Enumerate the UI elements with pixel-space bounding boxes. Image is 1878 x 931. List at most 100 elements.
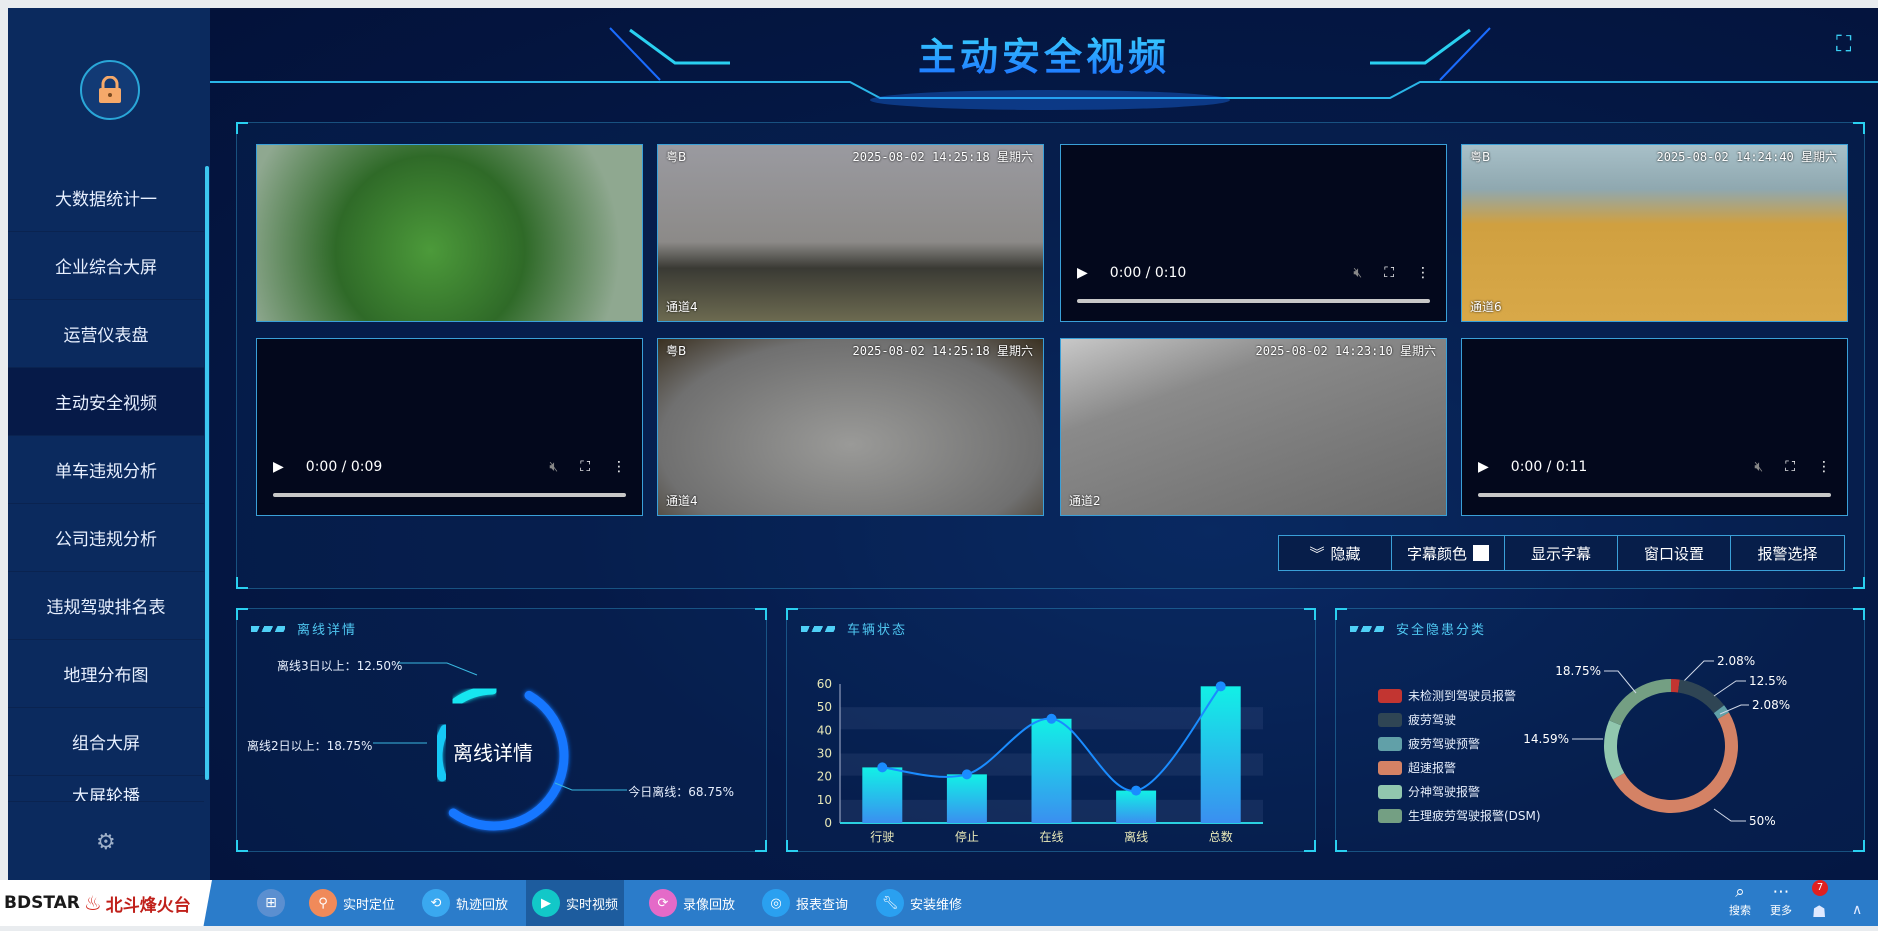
legend-item[interactable]: 生理疲劳驾驶报警(DSM) bbox=[1378, 807, 1541, 824]
more-vert-icon[interactable]: ⋮ bbox=[1416, 265, 1430, 281]
legend-item[interactable]: 分神驾驶报警 bbox=[1378, 783, 1480, 800]
fullscreen-icon[interactable]: ⛶ bbox=[1384, 265, 1394, 281]
offline-gauge bbox=[373, 662, 627, 831]
video-tile[interactable]: 2025-08-02 14:23:10 星期六 通道2 bbox=[1060, 338, 1447, 516]
slice-label: 14.59% bbox=[1523, 732, 1569, 746]
vehicle-status-chart: 0 10 20 30 40 50 60 行驶 停止 在线 离线 总数 bbox=[817, 677, 1263, 844]
leader-line bbox=[554, 782, 627, 791]
sidebar-item[interactable]: 组合大屏 bbox=[8, 708, 204, 776]
legend-item[interactable]: 超速报警 bbox=[1378, 759, 1456, 776]
video-tile[interactable]: ▶ 0:00 / 0:11 🔇︎ ⛶ ⋮ bbox=[1461, 338, 1848, 516]
video-toolbar: ︾ 隐藏 字幕颜色 显示字幕 窗口设置 报警选择 bbox=[1278, 535, 1845, 571]
more-button[interactable]: ⋯ 更多 bbox=[1763, 882, 1799, 918]
gauge-label-today: 今日离线：68.75% bbox=[628, 785, 734, 799]
fullscreen-icon[interactable]: ⛶ bbox=[1836, 32, 1852, 57]
pie-slice[interactable] bbox=[1678, 679, 1725, 714]
x-tick-label: 离线 bbox=[1124, 829, 1148, 844]
progress-bar[interactable] bbox=[1077, 299, 1430, 303]
video-tile[interactable]: 粤B 2025-08-02 14:25:18 星期六 通道4 bbox=[657, 338, 1044, 516]
fullscreen-icon[interactable]: ⛶ bbox=[1785, 459, 1795, 475]
more-vert-icon[interactable]: ⋮ bbox=[1817, 459, 1831, 475]
bar[interactable] bbox=[1200, 686, 1241, 823]
slice-label: 12.5% bbox=[1749, 674, 1787, 688]
sidebar-item[interactable]: 违规驾驶排名表 bbox=[8, 572, 204, 640]
video-tile[interactable]: 粤B 2025-08-02 14:25:18 星期六 通道4 bbox=[657, 144, 1044, 322]
bar[interactable] bbox=[862, 767, 903, 823]
mute-icon[interactable]: 🔇︎ bbox=[1754, 459, 1764, 475]
line-point[interactable] bbox=[1215, 681, 1226, 692]
mute-icon[interactable]: 🔇︎ bbox=[549, 459, 559, 475]
pie-slice[interactable] bbox=[1612, 712, 1738, 813]
sidebar-item[interactable]: 企业综合大屏 bbox=[8, 232, 204, 300]
pie-slice[interactable] bbox=[1604, 720, 1625, 780]
taskbar-item[interactable]: ⚲ 实时定位 bbox=[303, 880, 401, 926]
legend-item[interactable]: 未检测到驾驶员报警 bbox=[1378, 687, 1516, 704]
bar[interactable] bbox=[1031, 718, 1072, 823]
video-tile[interactable]: 粤B 2025-08-02 14:24:40 星期六 通道6 bbox=[1461, 144, 1848, 322]
lock-button[interactable] bbox=[80, 60, 140, 120]
sidebar-item[interactable]: 地理分布图 bbox=[8, 640, 204, 708]
window-settings-button[interactable]: 窗口设置 bbox=[1618, 536, 1731, 570]
taskbar-item[interactable]: ▶ 实时视频 bbox=[526, 880, 625, 926]
fullscreen-icon[interactable]: ⛶ bbox=[580, 459, 590, 475]
time-display: 0:00 / 0:09 bbox=[305, 459, 383, 475]
taskbar-item[interactable]: ◎ 报表查询 bbox=[756, 880, 854, 926]
search-button[interactable]: ⌕ 搜索 bbox=[1722, 882, 1758, 918]
lock-icon bbox=[99, 76, 121, 103]
sidebar-item[interactable]: 主动安全视频 bbox=[8, 368, 204, 436]
line-point[interactable] bbox=[877, 762, 888, 773]
taskbar-item-icon: ▶ bbox=[532, 889, 560, 917]
pie-slice[interactable] bbox=[1671, 679, 1680, 693]
player-controls: ▶ 0:00 / 0:09 🔇︎ ⛶ ⋮ bbox=[273, 455, 626, 479]
legend-item[interactable]: 疲劳驾驶预警 bbox=[1378, 735, 1480, 752]
pie-slice[interactable] bbox=[1609, 679, 1671, 726]
gauge-label-3day: 离线3日以上：12.50% bbox=[277, 659, 403, 673]
time-display: 0:00 / 0:10 bbox=[1109, 265, 1187, 281]
play-icon[interactable]: ▶ bbox=[273, 459, 284, 475]
hide-button[interactable]: ︾ 隐藏 bbox=[1279, 536, 1392, 570]
sidebar-item[interactable]: 公司违规分析 bbox=[8, 504, 204, 572]
video-tile[interactable]: ▶ 0:00 / 0:09 🔇︎ ⛶ ⋮ bbox=[256, 338, 643, 516]
sidebar-item[interactable]: 单车违规分析 bbox=[8, 436, 204, 504]
plate-tag: 粤B bbox=[666, 150, 687, 164]
progress-bar[interactable] bbox=[273, 493, 626, 497]
x-tick-label: 行驶 bbox=[870, 829, 894, 844]
sidebar-item[interactable]: 大数据统计一 bbox=[8, 164, 204, 232]
bar[interactable] bbox=[946, 774, 987, 823]
leader-line bbox=[1719, 704, 1749, 715]
pie-slice[interactable] bbox=[1713, 705, 1730, 719]
mute-icon[interactable]: 🔇︎ bbox=[1353, 265, 1363, 281]
taskbar-item[interactable]: ⟲ 轨迹回放 bbox=[416, 880, 514, 926]
time-display: 0:00 / 0:11 bbox=[1510, 459, 1588, 475]
video-tile[interactable]: ▶ 0:00 / 0:10 🔇︎ ⛶ ⋮ bbox=[1060, 144, 1447, 322]
taskbar-item[interactable]: 🔧︎ 安装维修 bbox=[870, 880, 968, 926]
alarm-select-button[interactable]: 报警选择 bbox=[1757, 544, 1818, 563]
apps-grid-icon[interactable]: ⊞ bbox=[257, 889, 285, 917]
play-icon[interactable]: ▶ bbox=[1077, 265, 1088, 281]
subtitle-color-button[interactable]: 字幕颜色 bbox=[1392, 536, 1505, 570]
sidebar-item[interactable]: 运营仪表盘 bbox=[8, 300, 204, 368]
sidebar: 大数据统计一 企业综合大屏 运营仪表盘 主动安全视频 单车违规分析 公司违规分析 违规驾驶排… bbox=[8, 8, 210, 880]
chevron-up-icon[interactable]: ∧ bbox=[1852, 902, 1863, 918]
video-tile[interactable] bbox=[256, 144, 643, 322]
safety-hazard-panel: 安全隐患分类 未检测到驾驶员报警 疲劳驾驶 疲劳驾驶预警 超速报警 分神驾驶报警 生理疲劳… bbox=[1335, 608, 1865, 852]
line-point[interactable] bbox=[961, 769, 972, 780]
sidebar-item[interactable]: 大屏轮播 bbox=[8, 776, 204, 802]
line-point[interactable] bbox=[1131, 785, 1142, 796]
sidebar-scrollbar[interactable] bbox=[205, 166, 209, 780]
more-vert-icon[interactable]: ⋮ bbox=[612, 459, 626, 475]
play-icon[interactable]: ▶ bbox=[1478, 459, 1489, 475]
color-swatch[interactable] bbox=[1473, 545, 1489, 561]
bar[interactable] bbox=[1116, 790, 1157, 823]
legend-item[interactable]: 疲劳驾驶 bbox=[1378, 711, 1456, 728]
x-tick-label: 总数 bbox=[1209, 829, 1233, 844]
user-icon[interactable]: ☗ bbox=[1812, 902, 1827, 921]
slice-label: 2.08% bbox=[1717, 654, 1755, 668]
show-subtitle-button[interactable]: 显示字幕 bbox=[1505, 536, 1618, 570]
settings-gear-icon[interactable]: ⚙ bbox=[96, 830, 116, 855]
line-point[interactable] bbox=[1046, 713, 1057, 724]
progress-bar[interactable] bbox=[1478, 493, 1831, 497]
taskbar-item[interactable]: ⟳ 录像回放 bbox=[643, 880, 741, 926]
stripes-icon bbox=[1350, 625, 1384, 632]
flame-logo-icon: ♨ bbox=[83, 891, 102, 915]
